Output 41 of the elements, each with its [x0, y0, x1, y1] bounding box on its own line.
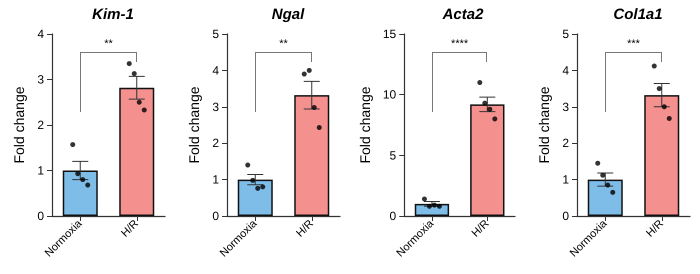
y-tick-label: 0 [562, 209, 570, 223]
y-tick-label: 2 [212, 136, 220, 150]
y-tick-label: 2 [37, 118, 44, 132]
chart-title: Col1a1 [613, 6, 663, 23]
y-tick-label: 0 [390, 209, 397, 223]
y-tick-label: 5 [562, 27, 570, 41]
significance-bracket: **** [432, 38, 488, 112]
y-tick-label: 3 [37, 72, 44, 86]
chart-title: Kim-1 [92, 6, 134, 23]
x-tick-label: H/R [644, 218, 666, 240]
chart-title: Ngal [272, 6, 306, 23]
y-tick-label: 3 [212, 100, 220, 114]
y-tick-label: 0 [212, 209, 220, 223]
y-axis-title: Fold change [186, 86, 202, 164]
y-tick-label: 15 [382, 27, 397, 41]
y-tick-label: 0 [37, 209, 44, 223]
annotation: **** [450, 38, 470, 50]
x-tick-label: H/R [470, 218, 492, 240]
y-tick-label: 1 [212, 172, 220, 187]
y-tick-label: 4 [562, 63, 570, 78]
y-tick-label: 10 [382, 88, 397, 102]
x-tick-label: H/R [119, 218, 142, 240]
y-tick-label: 3 [562, 100, 570, 114]
y-tick-label: 5 [390, 148, 397, 162]
y-tick-label: 2 [562, 136, 570, 150]
significance-bracket: ** [80, 38, 137, 112]
y-tick-label: 1 [562, 172, 570, 187]
annotation: ** [278, 38, 289, 50]
y-axis-title: Fold change [11, 86, 27, 164]
x-tick-label: H/R [294, 218, 316, 240]
chart-title: Acta2 [442, 6, 484, 23]
y-axis-title: Fold change [536, 86, 552, 164]
significance-bracket: ** [255, 38, 312, 112]
significance-bracket: *** [605, 38, 662, 112]
y-tick-label: 5 [212, 27, 220, 41]
y-tick-label: 4 [37, 27, 44, 41]
annotation: *** [626, 38, 641, 50]
y-tick-label: 4 [212, 63, 220, 78]
annotation: ** [103, 38, 114, 50]
y-axis-title: Fold change [357, 86, 373, 164]
y-tick-label: 1 [37, 164, 44, 178]
